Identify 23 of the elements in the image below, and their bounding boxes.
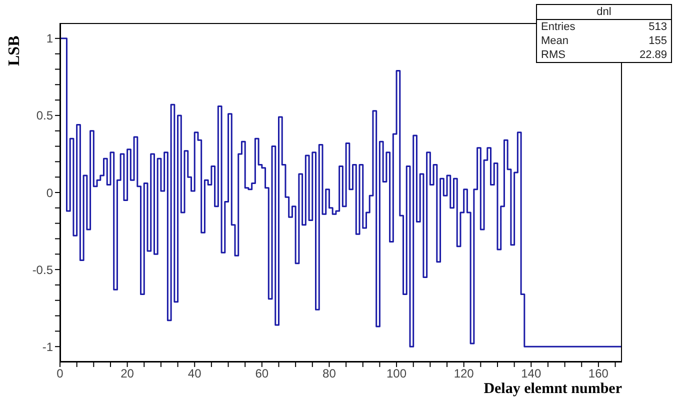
- text: dnl: [537, 5, 671, 20]
- x-tick-label: 0: [56, 366, 64, 381]
- y-tick-label: 0: [46, 186, 54, 200]
- x-tick-label: 140: [521, 366, 542, 381]
- x-tick-label: 80: [322, 366, 336, 381]
- y-axis-title: LSB: [6, 36, 24, 66]
- x-tick-label: 100: [386, 366, 407, 381]
- x-tick-label: 40: [188, 366, 202, 381]
- y-tick-label: -0.5: [32, 262, 54, 277]
- annotation: RMS: [541, 49, 566, 61]
- y-tick-label: 1: [46, 32, 54, 46]
- y-tick-label: 0.5: [36, 108, 54, 123]
- x-axis-title: Delay elemnt number: [484, 381, 622, 398]
- text: 22.89: [639, 49, 667, 61]
- x-tick-label: 120: [454, 366, 474, 381]
- x-tick-label: 160: [588, 366, 609, 381]
- text: 155: [648, 35, 667, 47]
- x-tick-label: 60: [255, 366, 269, 381]
- text: 513: [648, 21, 667, 33]
- y-tick-label: -1: [42, 340, 54, 354]
- annotation: Entries: [541, 21, 576, 33]
- annotation: Mean: [541, 35, 569, 47]
- x-tick-label: 20: [120, 366, 134, 381]
